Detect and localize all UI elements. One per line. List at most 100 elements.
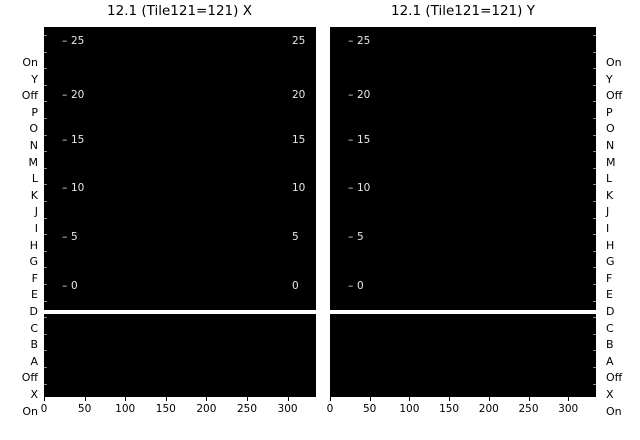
inner-ytick-label: 5: [357, 231, 364, 243]
xtick-label-y-300: 300: [558, 403, 579, 415]
category-tick-mark: [593, 51, 596, 53]
xtick-mark-y-250: [528, 397, 530, 401]
category-label-left-0: On: [22, 56, 38, 69]
xtick-label-x-250: 250: [236, 403, 258, 415]
category-tick-mark: [44, 333, 47, 335]
category-tick-mark: [593, 284, 596, 285]
inner-ytick-label: 20: [357, 89, 371, 101]
category-axis-right: On Y Off P O N M L K J I H G F E D C B A Off X On: [602, 27, 640, 417]
category-label-left-1: Y: [31, 72, 38, 86]
inner-ytick-y-left-15: –15: [348, 135, 370, 146]
inner-ytick-label: 25: [71, 35, 85, 47]
category-axis-left: On Y Off P O N M L K J I H G F E D C B A Off X On: [0, 27, 40, 417]
category-label-left-3: P: [31, 105, 38, 119]
category-label-right-11: H: [606, 238, 615, 252]
xtick-mark-y-50: [369, 397, 371, 401]
inner-ytick-label: 25: [357, 35, 371, 47]
inner-ytick-x-left-0: –0: [62, 281, 78, 292]
inner-ytick-y-left-10: –10: [348, 183, 370, 194]
category-tick-mark: [44, 267, 47, 269]
plot-area-y-lower[interactable]: [330, 314, 596, 397]
plot-area-x-lower[interactable]: [44, 314, 316, 397]
category-tick-mark: [593, 184, 596, 186]
inner-ytick-label: 15: [71, 134, 85, 146]
category-label-right-14: E: [606, 288, 613, 302]
inner-ytick-label: 20: [71, 89, 85, 101]
plot-area-y-upper[interactable]: [330, 27, 596, 310]
category-tick-mark: [593, 350, 596, 352]
category-label-left-12: G: [29, 255, 38, 269]
xtick-label-x-200: 200: [196, 403, 217, 415]
category-tick-mark: [593, 333, 596, 335]
category-tick-mark: [44, 134, 47, 136]
category-label-left-16: C: [30, 321, 38, 335]
tick-dash-icon: –: [62, 89, 68, 101]
category-label-right-20: X: [606, 388, 614, 401]
category-label-right-21: On: [606, 404, 622, 418]
inner-ytick-x-left-20: –20: [62, 90, 84, 101]
category-tick-mark: [593, 250, 596, 252]
category-tick-mark: [44, 250, 47, 252]
xtick-mark-y-300: [568, 397, 570, 401]
xtick-mark-x-200: [206, 397, 208, 401]
x-axis-panel-x: 0 50 100 150 200 250 300: [40, 397, 316, 427]
category-tick-mark: [593, 383, 596, 385]
category-tick-mark: [593, 367, 596, 368]
tick-dash-icon: –: [348, 35, 354, 47]
tick-dash-icon: –: [62, 182, 68, 194]
inner-ytick-label: 15: [292, 135, 306, 146]
xtick-mark-x-150: [165, 397, 167, 401]
category-label-right-5: N: [606, 139, 615, 152]
category-tick-mark: [593, 118, 596, 119]
inner-ytick-label: 5: [71, 231, 78, 243]
xtick-label-y-250: 250: [518, 403, 539, 415]
category-label-right-12: G: [606, 255, 615, 269]
category-label-right-18: A: [606, 354, 614, 368]
inner-ytick-y-left-5: –5: [348, 232, 364, 243]
category-label-right-9: J: [606, 205, 610, 219]
category-label-right-19: Off: [606, 371, 623, 385]
xtick-mark-x-0: [44, 397, 45, 401]
category-label-left-21: On: [22, 404, 38, 418]
category-label-left-8: K: [30, 188, 38, 202]
category-label-right-15: D: [606, 305, 615, 318]
xtick-label-x-150: 150: [155, 403, 176, 415]
tick-dash-icon: –: [348, 134, 354, 146]
category-label-left-11: H: [29, 238, 38, 252]
xtick-label-x-300: 300: [277, 403, 298, 415]
inner-ytick-x-right-15: 15: [292, 135, 316, 149]
xtick-label-x-100: 100: [115, 403, 136, 415]
category-tick-mark: [44, 300, 47, 302]
inner-ytick-x-right-20: 20: [292, 90, 316, 104]
xtick-mark-x-250: [246, 397, 248, 401]
category-label-right-3: P: [606, 105, 613, 119]
inner-ytick-y-left-25: –25: [348, 36, 370, 47]
category-tick-mark: [593, 84, 596, 86]
category-tick-mark: [44, 317, 47, 319]
tick-dash-icon: –: [348, 182, 354, 194]
panel-separator-y: [330, 310, 596, 314]
xtick-mark-y-0: [330, 397, 331, 401]
xtick-label-x-50: 50: [77, 403, 92, 415]
category-tick-mark: [593, 317, 596, 319]
inner-ytick-y-left-20: –20: [348, 90, 370, 101]
inner-ytick-label: 20: [292, 90, 306, 101]
inner-ytick-x-right-0: 0: [292, 281, 316, 295]
panel-title-x: 12.1 (Tile121=121) X: [107, 3, 252, 19]
category-tick-mark: [593, 35, 596, 36]
category-label-left-7: L: [31, 172, 38, 186]
category-label-left-5: N: [29, 139, 38, 152]
category-tick-mark: [593, 300, 596, 302]
category-label-left-2: Off: [21, 89, 38, 103]
category-tick-mark: [593, 134, 596, 136]
xtick-label-y-200: 200: [478, 403, 499, 415]
inner-ytick-y-left-0: –0: [348, 281, 364, 292]
xtick-mark-x-100: [125, 397, 127, 401]
xtick-label-x-0: 0: [40, 403, 48, 415]
category-tick-mark: [593, 151, 596, 153]
panel-title-y: 12.1 (Tile121=121) Y: [391, 3, 535, 19]
tick-dash-icon: –: [348, 231, 354, 243]
xtick-label-y-50: 50: [363, 403, 377, 415]
category-label-left-4: O: [29, 122, 38, 136]
plot-area-x-upper[interactable]: [44, 27, 316, 310]
